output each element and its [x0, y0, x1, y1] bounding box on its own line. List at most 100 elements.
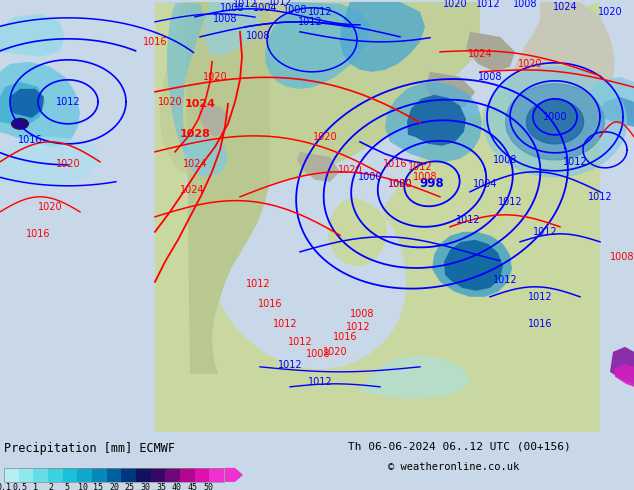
Bar	[180, 468, 195, 482]
Text: 1008: 1008	[283, 5, 307, 15]
Polygon shape	[526, 100, 584, 144]
Text: 1008: 1008	[610, 252, 634, 262]
Bar	[4, 468, 18, 482]
Text: 1012: 1012	[298, 17, 322, 27]
Text: 1012: 1012	[233, 0, 257, 9]
Text: 1012: 1012	[493, 275, 517, 285]
Text: 1008: 1008	[478, 72, 502, 82]
Text: 5: 5	[65, 484, 69, 490]
Polygon shape	[0, 137, 100, 187]
Polygon shape	[205, 2, 260, 56]
Polygon shape	[185, 2, 270, 374]
Polygon shape	[198, 102, 230, 137]
Polygon shape	[360, 356, 470, 399]
Text: 15: 15	[93, 484, 103, 490]
Polygon shape	[385, 82, 482, 162]
Text: Th 06-06-2024 06..12 UTC (00+156): Th 06-06-2024 06..12 UTC (00+156)	[348, 441, 571, 452]
Text: 1008: 1008	[513, 0, 537, 9]
Polygon shape	[0, 62, 80, 147]
Text: 1012: 1012	[288, 337, 313, 347]
Bar	[165, 468, 180, 482]
Text: © weatheronline.co.uk: © weatheronline.co.uk	[388, 462, 519, 472]
Text: 1016: 1016	[333, 332, 357, 342]
Bar	[151, 468, 165, 482]
Polygon shape	[183, 132, 228, 177]
Text: 1012: 1012	[278, 360, 302, 370]
Text: 1024: 1024	[468, 49, 493, 59]
Text: 1020: 1020	[518, 59, 542, 69]
Bar	[63, 468, 77, 482]
Polygon shape	[432, 232, 512, 297]
Polygon shape	[0, 82, 45, 127]
Text: 1020: 1020	[37, 202, 62, 212]
Polygon shape	[265, 2, 370, 89]
Bar	[195, 468, 209, 482]
Text: 1024: 1024	[184, 99, 216, 109]
Polygon shape	[600, 2, 634, 432]
Bar	[209, 468, 224, 482]
Polygon shape	[407, 95, 466, 146]
Text: 0.1: 0.1	[0, 484, 11, 490]
FancyArrow shape	[225, 468, 243, 482]
Polygon shape	[506, 84, 604, 160]
Text: 1012: 1012	[533, 227, 557, 237]
Text: 1020: 1020	[203, 72, 228, 82]
Text: 1008: 1008	[350, 309, 374, 319]
Polygon shape	[484, 67, 626, 177]
Text: 1020: 1020	[56, 159, 81, 169]
Polygon shape	[466, 32, 515, 72]
Text: 40: 40	[172, 484, 182, 490]
Text: 1016: 1016	[527, 319, 552, 329]
Text: 1012: 1012	[588, 192, 612, 202]
Text: 1028: 1028	[179, 129, 210, 139]
Polygon shape	[160, 2, 205, 154]
Ellipse shape	[11, 118, 29, 130]
Text: 1000: 1000	[358, 172, 382, 182]
Text: 1024: 1024	[179, 185, 204, 195]
Polygon shape	[297, 152, 340, 182]
Text: 1008: 1008	[306, 349, 330, 359]
Text: 1012: 1012	[456, 215, 481, 225]
Text: 1012: 1012	[56, 97, 81, 107]
Text: 1012: 1012	[498, 197, 522, 207]
Text: Precipitation [mm] ECMWF: Precipitation [mm] ECMWF	[4, 441, 175, 455]
Text: 45: 45	[188, 484, 198, 490]
Bar	[48, 468, 63, 482]
Polygon shape	[425, 72, 475, 110]
Text: 1012: 1012	[408, 162, 432, 172]
Text: 1: 1	[33, 484, 38, 490]
Text: 1020: 1020	[443, 0, 467, 9]
Polygon shape	[155, 2, 600, 432]
Text: 0.5: 0.5	[12, 484, 27, 490]
Polygon shape	[590, 77, 634, 124]
Text: 1004: 1004	[473, 179, 497, 189]
Text: 20: 20	[109, 484, 119, 490]
Text: 1012: 1012	[563, 157, 587, 167]
Polygon shape	[0, 2, 155, 432]
Text: 1016: 1016	[26, 229, 50, 239]
Bar	[18, 468, 34, 482]
Text: 1020: 1020	[158, 97, 183, 107]
Polygon shape	[155, 2, 480, 186]
Text: 50: 50	[204, 484, 213, 490]
Polygon shape	[600, 97, 634, 127]
Text: 1008: 1008	[213, 14, 237, 24]
Bar	[4, 468, 224, 482]
Text: 30: 30	[140, 484, 150, 490]
Text: 1016: 1016	[143, 37, 167, 47]
Text: 1012: 1012	[527, 292, 552, 302]
Bar	[34, 468, 48, 482]
Text: 1012: 1012	[268, 0, 292, 7]
Text: 1016: 1016	[258, 299, 282, 309]
Text: 10: 10	[77, 484, 87, 490]
Text: 1020: 1020	[323, 347, 347, 357]
Text: 1012: 1012	[476, 0, 500, 9]
Bar	[136, 468, 151, 482]
Text: 1016: 1016	[18, 135, 42, 145]
Polygon shape	[508, 2, 615, 152]
Bar	[92, 468, 107, 482]
Text: 2: 2	[49, 484, 54, 490]
Text: 1012: 1012	[246, 279, 270, 289]
Text: 1012: 1012	[307, 377, 332, 387]
Text: 1008: 1008	[413, 172, 437, 182]
